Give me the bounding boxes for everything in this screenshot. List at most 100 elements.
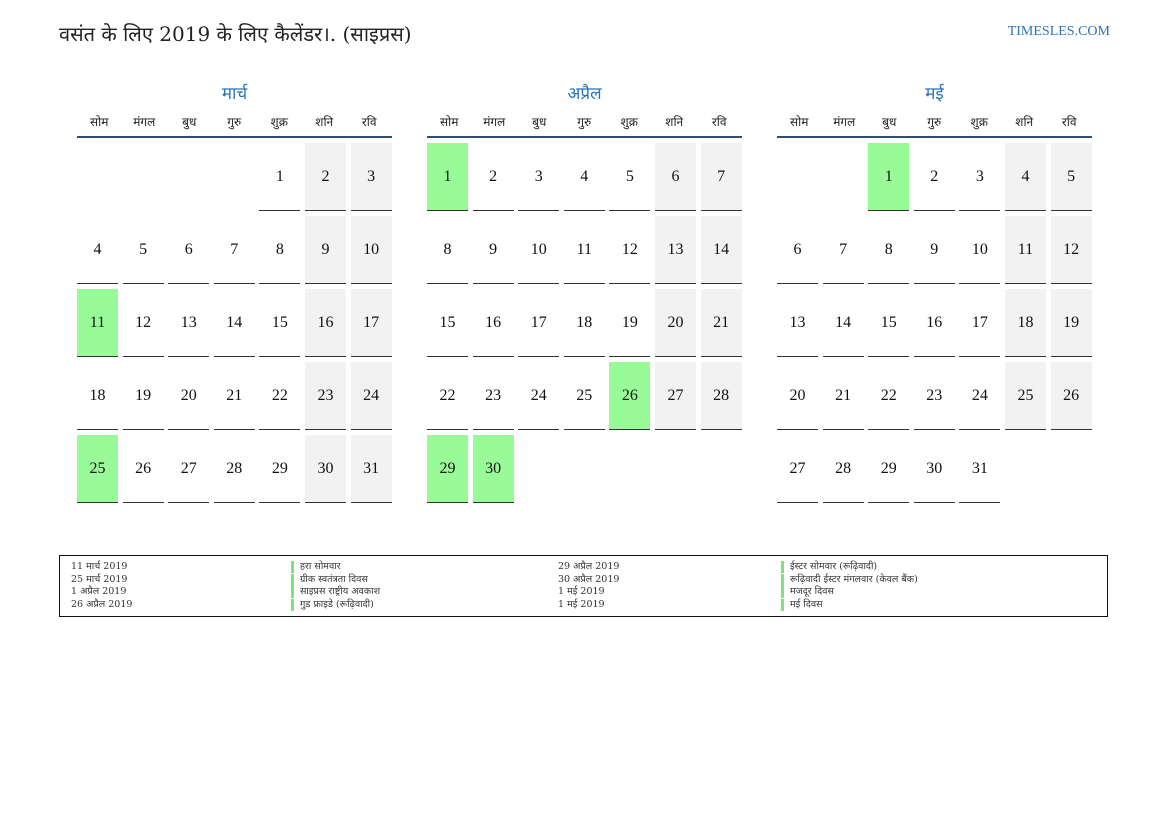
day-cell[interactable]: 4 (563, 143, 605, 211)
day-cell[interactable]: 19 (1050, 289, 1092, 357)
day-cell[interactable]: 24 (350, 362, 392, 430)
day-cell[interactable]: 10 (959, 216, 1001, 284)
day-cell[interactable]: 20 (654, 289, 696, 357)
day-cell[interactable]: 29 (427, 435, 468, 503)
day-cell[interactable]: 5 (1050, 143, 1092, 211)
day-cell[interactable]: 11 (77, 289, 118, 357)
day-cell[interactable]: 25 (563, 362, 605, 430)
day-cell[interactable]: 21 (822, 362, 864, 430)
day-cell[interactable]: 2 (913, 143, 955, 211)
day-cell[interactable]: 31 (959, 435, 1001, 503)
day-cell[interactable]: 4 (77, 216, 118, 284)
day-cell[interactable]: 16 (913, 289, 955, 357)
day-cell[interactable]: 22 (259, 362, 301, 430)
day-cell[interactable]: 2 (304, 143, 346, 211)
day-cell[interactable]: 13 (777, 289, 818, 357)
day-cell[interactable]: 6 (654, 143, 696, 211)
day-cell[interactable]: 8 (868, 216, 910, 284)
day-cell[interactable]: 12 (609, 216, 651, 284)
day-cell[interactable]: 8 (259, 216, 301, 284)
day-cell[interactable]: 13 (654, 216, 696, 284)
day-cell[interactable]: 10 (518, 216, 560, 284)
site-link[interactable]: TIMESLES.COM (1007, 24, 1110, 39)
day-cell[interactable]: 30 (913, 435, 955, 503)
day-cell[interactable]: 21 (700, 289, 742, 357)
day-cell[interactable]: 18 (77, 362, 118, 430)
day-cell[interactable]: 23 (472, 362, 514, 430)
weekday-label: बुध (532, 114, 547, 129)
day-cell[interactable]: 9 (913, 216, 955, 284)
day-cell[interactable]: 6 (168, 216, 210, 284)
day-cell[interactable]: 27 (654, 362, 696, 430)
day-cell[interactable]: 31 (350, 435, 392, 503)
day-cell[interactable]: 26 (1050, 362, 1092, 430)
day-cell[interactable]: 11 (563, 216, 605, 284)
day-cell[interactable]: 21 (213, 362, 255, 430)
day-cell[interactable]: 7 (700, 143, 742, 211)
day-cell[interactable]: 15 (868, 289, 910, 357)
day-cell[interactable]: 17 (959, 289, 1001, 357)
day-cell[interactable]: 15 (427, 289, 468, 357)
day-cell[interactable]: 18 (563, 289, 605, 357)
day-cell[interactable]: 12 (1050, 216, 1092, 284)
day-cell[interactable]: 28 (213, 435, 255, 503)
day-cell[interactable]: 14 (700, 216, 742, 284)
day-cell[interactable]: 29 (868, 435, 910, 503)
day-cell[interactable]: 3 (518, 143, 560, 211)
day-cell[interactable]: 1 (259, 143, 301, 211)
day-cell[interactable]: 13 (168, 289, 210, 357)
day-cell[interactable]: 22 (427, 362, 468, 430)
day-cell[interactable]: 29 (259, 435, 301, 503)
weekday-label: मंगल (833, 114, 856, 129)
day-cell[interactable]: 3 (350, 143, 392, 211)
day-cell[interactable]: 17 (518, 289, 560, 357)
day-cell[interactable]: 5 (609, 143, 651, 211)
day-cell[interactable]: 26 (122, 435, 164, 503)
day-cell[interactable]: 20 (168, 362, 210, 430)
day-cell[interactable]: 27 (168, 435, 210, 503)
day-cell[interactable]: 30 (304, 435, 346, 503)
day-cell[interactable]: 16 (472, 289, 514, 357)
day-cell[interactable]: 8 (427, 216, 468, 284)
day-cell[interactable]: 10 (350, 216, 392, 284)
day-cell[interactable]: 9 (472, 216, 514, 284)
day-cell[interactable]: 3 (959, 143, 1001, 211)
day-cell[interactable]: 30 (472, 435, 514, 503)
day-cell[interactable]: 1 (427, 143, 468, 211)
day-cell[interactable]: 1 (868, 143, 910, 211)
day-cell[interactable]: 23 (913, 362, 955, 430)
day-cell[interactable]: 22 (868, 362, 910, 430)
day-cell[interactable]: 4 (1004, 143, 1046, 211)
empty-cell (123, 143, 164, 210)
weekday-header: सोम मंगल बुध गुरु शुक्र शनि रवि (77, 106, 392, 138)
day-cell[interactable]: 28 (822, 435, 864, 503)
day-cell[interactable]: 7 (822, 216, 864, 284)
day-cell[interactable]: 18 (1004, 289, 1046, 357)
day-cell[interactable]: 17 (350, 289, 392, 357)
day-cell[interactable]: 25 (77, 435, 118, 503)
day-cell[interactable]: 16 (304, 289, 346, 357)
weekday-label: बुध (882, 114, 897, 129)
day-cell[interactable]: 6 (777, 216, 818, 284)
day-cell[interactable]: 11 (1004, 216, 1046, 284)
day-cell[interactable]: 27 (777, 435, 818, 503)
day-cell[interactable]: 20 (777, 362, 818, 430)
day-cell[interactable]: 28 (700, 362, 742, 430)
day-cell[interactable]: 15 (259, 289, 301, 357)
day-cell[interactable]: 9 (304, 216, 346, 284)
day-cell[interactable]: 23 (304, 362, 346, 430)
day-cell[interactable]: 7 (213, 216, 255, 284)
day-cell[interactable]: 14 (213, 289, 255, 357)
day-cell[interactable]: 12 (122, 289, 164, 357)
day-cell[interactable]: 19 (122, 362, 164, 430)
day-cell[interactable]: 24 (959, 362, 1001, 430)
day-cell[interactable]: 24 (518, 362, 560, 430)
day-cell[interactable]: 19 (609, 289, 651, 357)
day-cell[interactable]: 26 (609, 362, 651, 430)
day-cell[interactable]: 14 (822, 289, 864, 357)
day-cell[interactable]: 5 (122, 216, 164, 284)
day-cell[interactable]: 2 (472, 143, 514, 211)
day-grid: 1 2 3 4 5 6 7 8 9 10 11 12 13 14 15 16 17 18 19 20 21 22 23 24 2… (427, 143, 742, 503)
day-cell[interactable]: 25 (1004, 362, 1046, 430)
